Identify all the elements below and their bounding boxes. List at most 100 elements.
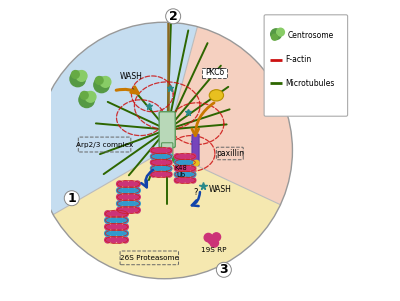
Circle shape [110, 231, 116, 236]
Text: 3: 3 [220, 263, 228, 276]
Text: WASH: WASH [209, 185, 232, 194]
Circle shape [156, 166, 161, 171]
Circle shape [161, 160, 166, 165]
Circle shape [134, 207, 140, 213]
Circle shape [79, 92, 94, 107]
Text: 26S Proteasome: 26S Proteasome [120, 255, 179, 261]
Circle shape [204, 233, 212, 242]
Circle shape [122, 188, 128, 194]
Circle shape [208, 236, 216, 244]
Circle shape [105, 211, 110, 217]
Circle shape [277, 28, 284, 36]
Text: F-actin: F-actin [285, 55, 311, 64]
FancyBboxPatch shape [192, 134, 199, 166]
Circle shape [190, 154, 196, 159]
Text: 19S RP: 19S RP [201, 247, 226, 253]
Circle shape [105, 217, 110, 223]
Circle shape [122, 217, 128, 223]
Circle shape [166, 148, 172, 153]
Circle shape [128, 188, 134, 194]
Circle shape [156, 148, 161, 153]
Circle shape [185, 178, 190, 183]
Text: PKCδ: PKCδ [205, 68, 224, 77]
Circle shape [117, 188, 122, 194]
Circle shape [156, 160, 161, 165]
Circle shape [174, 154, 180, 159]
Circle shape [161, 166, 166, 171]
Circle shape [161, 148, 166, 153]
Circle shape [210, 239, 218, 247]
Circle shape [194, 160, 199, 166]
Circle shape [176, 155, 181, 160]
Circle shape [122, 207, 128, 213]
Circle shape [166, 166, 172, 171]
Text: Arp2/3 complex: Arp2/3 complex [76, 141, 133, 147]
Circle shape [95, 76, 103, 84]
Circle shape [174, 178, 180, 183]
Circle shape [166, 154, 172, 159]
Wedge shape [53, 150, 280, 279]
Ellipse shape [209, 90, 224, 101]
Circle shape [185, 154, 190, 159]
Circle shape [116, 237, 122, 243]
Circle shape [122, 181, 128, 187]
Circle shape [94, 77, 109, 93]
Text: 2: 2 [169, 10, 178, 23]
Circle shape [150, 148, 156, 153]
Circle shape [150, 154, 156, 159]
Text: ?: ? [193, 188, 198, 197]
Circle shape [36, 22, 292, 279]
Circle shape [185, 166, 190, 171]
Text: 1: 1 [67, 192, 76, 205]
FancyBboxPatch shape [159, 112, 175, 147]
FancyBboxPatch shape [202, 68, 228, 78]
Circle shape [180, 166, 185, 171]
Circle shape [116, 217, 122, 223]
Circle shape [110, 237, 116, 243]
Circle shape [182, 164, 187, 168]
Circle shape [180, 160, 185, 165]
Circle shape [134, 194, 140, 200]
Circle shape [105, 231, 110, 236]
Circle shape [117, 181, 122, 187]
Circle shape [150, 160, 156, 165]
Circle shape [122, 211, 128, 217]
Circle shape [128, 181, 134, 187]
Circle shape [110, 224, 116, 230]
Circle shape [128, 207, 134, 213]
Circle shape [134, 181, 140, 187]
Circle shape [180, 178, 185, 183]
Circle shape [150, 172, 156, 177]
Circle shape [122, 231, 128, 236]
Circle shape [212, 233, 220, 241]
Circle shape [185, 172, 190, 177]
Circle shape [117, 194, 122, 200]
Circle shape [110, 217, 116, 223]
Text: K48
Ub: K48 Ub [174, 165, 187, 178]
Circle shape [271, 29, 282, 39]
Text: WASH: WASH [120, 72, 143, 81]
Circle shape [190, 178, 196, 183]
Circle shape [150, 166, 156, 171]
Circle shape [134, 201, 140, 206]
Circle shape [156, 172, 161, 177]
Circle shape [190, 160, 196, 165]
Circle shape [185, 160, 190, 165]
Circle shape [166, 172, 172, 177]
Circle shape [190, 172, 196, 177]
Circle shape [128, 201, 134, 206]
Circle shape [100, 76, 111, 87]
Circle shape [178, 165, 186, 172]
Circle shape [161, 154, 166, 159]
Circle shape [122, 201, 128, 206]
Circle shape [134, 188, 140, 194]
Circle shape [85, 92, 96, 102]
Text: Microtubules: Microtubules [285, 79, 334, 88]
Circle shape [116, 211, 122, 217]
Circle shape [122, 224, 128, 230]
Circle shape [272, 34, 278, 40]
Wedge shape [164, 26, 292, 205]
Circle shape [122, 237, 128, 243]
Circle shape [122, 194, 128, 200]
Circle shape [172, 156, 180, 163]
